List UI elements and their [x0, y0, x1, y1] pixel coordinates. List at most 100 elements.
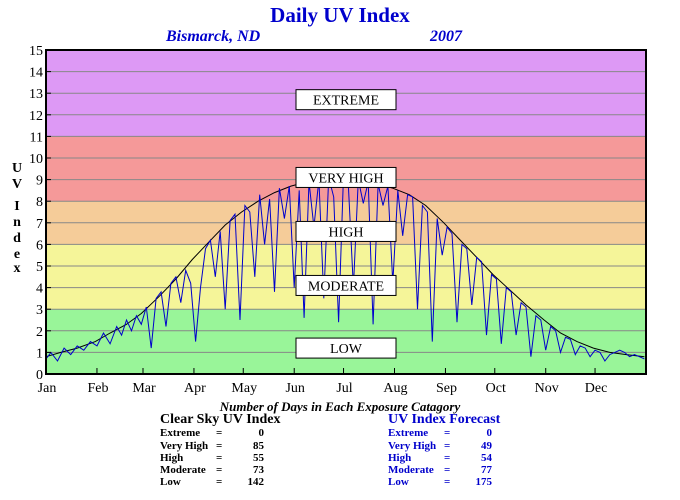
- y-tick-label: 6: [36, 238, 43, 253]
- clear-sky-header: Clear Sky UV Index: [160, 412, 281, 427]
- y-axis-label-char: U: [12, 161, 22, 176]
- stats-label: High: [388, 451, 412, 464]
- y-axis-label-char: n: [13, 215, 21, 230]
- stats-label: Extreme: [160, 427, 201, 440]
- y-tick-label: 4: [36, 282, 43, 297]
- stats-equals: =: [444, 464, 451, 477]
- chart-title: Daily UV Index: [270, 3, 410, 27]
- y-axis-label-char: x: [14, 261, 21, 276]
- plot-frame: [45, 49, 647, 375]
- stats-equals: =: [216, 476, 223, 489]
- y-axis-label-char: V: [12, 177, 22, 192]
- stats-label: Very High: [160, 439, 209, 452]
- y-axis-label-char: e: [14, 247, 20, 262]
- stats-value: 85: [253, 439, 264, 452]
- forecast-stats: UV Index Forecast Extreme = 0 Very High = 49 H…: [388, 412, 501, 489]
- y-axis-label-char: d: [13, 231, 21, 246]
- stats-value: 142: [247, 476, 265, 489]
- clear-sky-stats: Clear Sky UV Index Extreme = 0 Very High = 85…: [160, 412, 281, 489]
- y-tick-label: 8: [36, 195, 43, 210]
- x-tick-label: Oct: [486, 381, 506, 396]
- band-label-box: [295, 337, 397, 359]
- stats-label: Moderate: [388, 464, 434, 477]
- y-tick-label: 0: [36, 368, 43, 383]
- y-tick-label: 10: [29, 152, 43, 167]
- x-tick-label: Jun: [285, 381, 304, 396]
- y-tick-label: 13: [29, 87, 43, 102]
- x-tick-label: Feb: [87, 381, 108, 396]
- y-tick-label: 3: [36, 303, 43, 318]
- y-tick-label: 11: [30, 130, 43, 145]
- stats-value: 175: [475, 476, 493, 489]
- band-label-box: [295, 274, 397, 296]
- stats-row: High = 54: [388, 452, 500, 464]
- x-axis-ticks: Jan Feb Mar Apr May Jun Jul Aug Sep Oct Nov Dec: [38, 368, 608, 396]
- forecast-header: UV Index Forecast: [388, 412, 501, 427]
- x-tick-label: Dec: [585, 381, 608, 396]
- y-tick-label: 1: [36, 346, 43, 361]
- x-tick-label: Jul: [336, 381, 352, 396]
- y-axis-label-char: I: [14, 199, 19, 214]
- stats-row: Very High = 85: [160, 440, 280, 452]
- x-tick-label: Mar: [132, 381, 156, 396]
- stats-value: 0: [258, 427, 265, 440]
- band-label: LOW: [330, 342, 363, 357]
- stats-label: Low: [388, 476, 409, 489]
- band-label: EXTREME: [313, 94, 379, 109]
- x-tick-label: May: [231, 381, 257, 396]
- band-label-box: [295, 89, 397, 111]
- y-tick-label: 15: [29, 44, 43, 59]
- stats-row: Low = 142: [160, 476, 280, 488]
- stats-row: Very High = 49: [388, 440, 500, 452]
- band-labels: LOW MODERATE HIGH VERY HIGH EXTREME: [295, 89, 397, 359]
- y-tick-label: 9: [36, 174, 43, 189]
- stats-title: Number of Days in Each Exposure Catagory: [219, 399, 461, 414]
- stats-row: High = 55: [160, 452, 280, 464]
- chart-subtitle-year: 2007: [429, 28, 463, 45]
- stats-row: Extreme = 0: [388, 427, 500, 439]
- band-label: HIGH: [329, 225, 364, 240]
- y-tick-label: 7: [36, 217, 43, 232]
- stats-equals: =: [216, 439, 223, 452]
- band-label-box: [295, 220, 397, 242]
- stats-value: 49: [481, 439, 492, 452]
- stats-label: High: [160, 451, 184, 464]
- x-tick-label: Apr: [184, 381, 206, 396]
- stats-label: Very High: [388, 439, 437, 452]
- stats-label: Extreme: [388, 427, 429, 440]
- stats-value: 73: [253, 464, 264, 477]
- stats-value: 55: [253, 451, 264, 464]
- chart-subtitle-location: Bismarck, ND: [165, 28, 261, 45]
- y-tick-label: 5: [36, 260, 43, 275]
- x-tick-label: Nov: [535, 381, 559, 396]
- stats-equals: =: [444, 439, 451, 452]
- stats-row: Low = 175: [388, 476, 500, 488]
- x-tick-label: Jan: [38, 381, 57, 396]
- uv-index-chart: Daily UV Index Bismarck, ND 2007 LOW MODE…: [12, 3, 647, 396]
- y-tick-label: 12: [29, 109, 43, 124]
- stats-label: Low: [160, 476, 181, 489]
- y-tick-label: 14: [29, 66, 43, 81]
- stats-row: Moderate = 73: [160, 464, 280, 476]
- x-tick-label: Aug: [383, 381, 407, 396]
- band-label: VERY HIGH: [308, 171, 383, 186]
- stats-equals: =: [216, 451, 223, 464]
- stats-equals: =: [444, 427, 451, 440]
- stats-equals: =: [444, 476, 451, 489]
- band-label-box: [295, 166, 397, 188]
- band-label: MODERATE: [308, 279, 384, 294]
- grid-lines: [46, 71, 646, 353]
- x-tick-label: Sep: [436, 381, 457, 396]
- stats-label: Moderate: [160, 464, 206, 477]
- stats-value: 54: [481, 451, 492, 464]
- stats-value: 0: [486, 427, 493, 440]
- stats-equals: =: [216, 464, 223, 477]
- stats-row: Moderate = 77: [388, 464, 500, 476]
- y-tick-label: 2: [36, 325, 43, 340]
- stats-equals: =: [216, 427, 223, 440]
- stats-equals: =: [444, 451, 451, 464]
- stats-row: Extreme = 0: [160, 427, 280, 439]
- stats-value: 77: [481, 464, 492, 477]
